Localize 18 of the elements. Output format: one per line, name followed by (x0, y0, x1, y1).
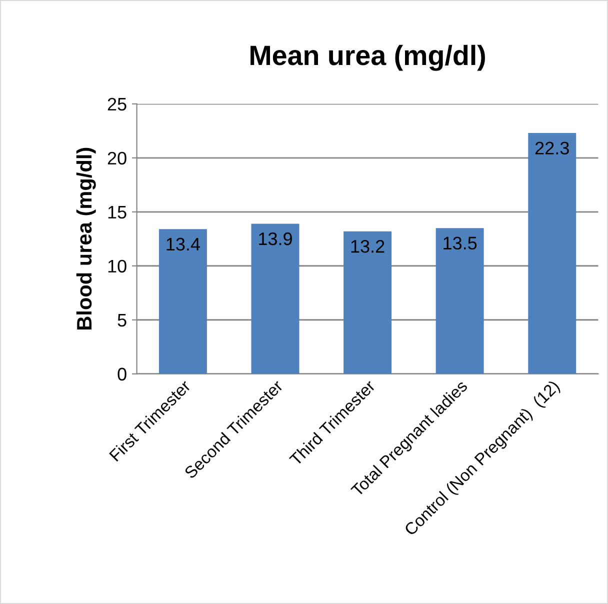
data-label: 13.9 (259, 232, 292, 246)
y-tick-label: 0 (118, 368, 126, 381)
bar (344, 231, 392, 374)
y-tick-label: 15 (108, 206, 126, 219)
data-label: 13.5 (444, 236, 477, 250)
y-tick-label: 20 (108, 152, 126, 165)
y-tick-label: 5 (118, 314, 126, 327)
y-tick-label: 10 (108, 260, 126, 273)
bar (528, 133, 576, 374)
bar (158, 229, 207, 374)
chart-title: Mean urea (mg/dl) (250, 44, 486, 71)
data-label: 22.3 (535, 142, 569, 154)
y-axis-title: Blood urea (mg/dl) (76, 148, 96, 330)
bar (251, 224, 300, 374)
y-tick-label: 25 (108, 98, 126, 111)
data-label: 13.2 (351, 240, 384, 253)
data-label: 13.4 (166, 238, 200, 251)
bar (436, 228, 484, 374)
